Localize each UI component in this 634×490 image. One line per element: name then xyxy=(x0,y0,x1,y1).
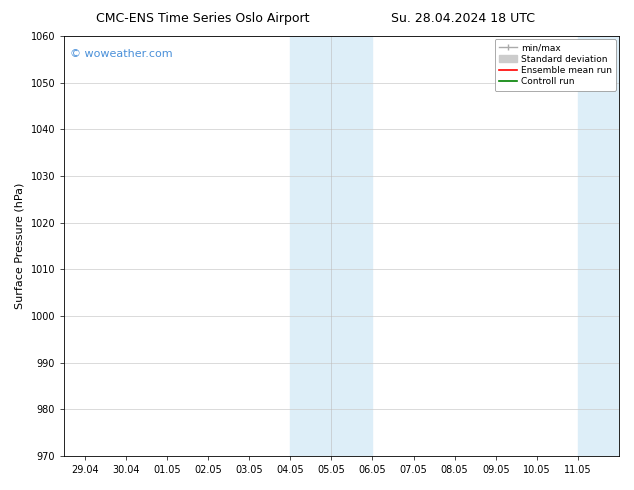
Text: CMC-ENS Time Series Oslo Airport: CMC-ENS Time Series Oslo Airport xyxy=(96,12,309,25)
Bar xyxy=(290,36,372,456)
Text: © woweather.com: © woweather.com xyxy=(70,49,172,59)
Text: Su. 28.04.2024 18 UTC: Su. 28.04.2024 18 UTC xyxy=(391,12,535,25)
Legend: min/max, Standard deviation, Ensemble mean run, Controll run: min/max, Standard deviation, Ensemble me… xyxy=(495,39,616,91)
Bar xyxy=(578,36,634,456)
Y-axis label: Surface Pressure (hPa): Surface Pressure (hPa) xyxy=(15,183,25,309)
